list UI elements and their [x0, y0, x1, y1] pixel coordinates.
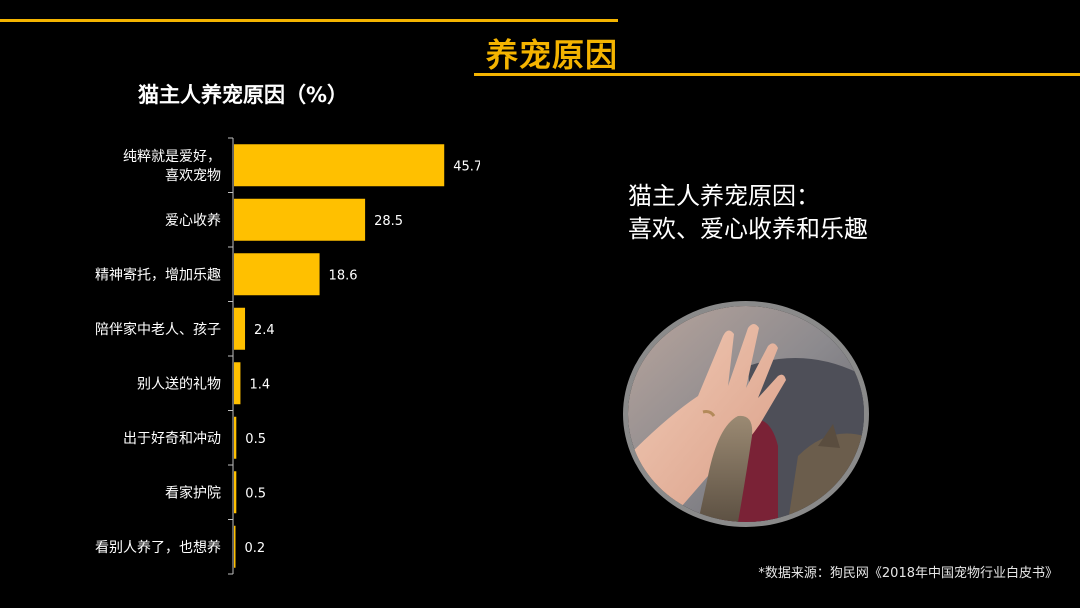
bar: [234, 198, 366, 241]
photo-illustration: [628, 306, 864, 522]
summary-line-1: 猫主人养宠原因：: [628, 182, 820, 210]
bar: [234, 362, 241, 405]
bar: [234, 307, 246, 350]
cat-hand-high-five-photo: [623, 301, 869, 527]
data-label: 0.5: [245, 432, 266, 447]
data-label: 18.6: [329, 268, 358, 283]
bar: [234, 416, 237, 459]
title-underline: [474, 73, 1080, 76]
category-label: 看家护院: [165, 484, 221, 501]
bar: [234, 144, 445, 187]
bar-chart: 45.7 纯粹就是爱好， 喜欢宠物 28.5 爱心收养 18.6 精神寄托，增加乐趣 2.4 陪…: [95, 137, 480, 575]
data-label: 0.2: [245, 541, 266, 556]
category-label: 纯粹就是爱好，: [123, 149, 221, 165]
data-source-note: *数据来源：狗民网《2018年中国宠物行业白皮书》: [758, 566, 1058, 581]
data-label: 45.7: [453, 159, 480, 174]
summary-text: 猫主人养宠原因： 喜欢、爱心收养和乐趣: [628, 180, 868, 246]
category-label: 别人送的礼物: [137, 376, 221, 392]
data-label: 0.5: [245, 486, 266, 501]
category-label: 爱心收养: [165, 213, 221, 229]
data-label: 2.4: [254, 323, 275, 338]
bar: [234, 471, 237, 514]
data-label: 1.4: [249, 377, 270, 392]
category-label: 陪伴家中老人、孩子: [95, 321, 221, 338]
category-label: 看别人养了，也想养: [95, 540, 221, 556]
summary-line-2: 喜欢、爱心收养和乐趣: [628, 215, 868, 243]
top-accent-line: [0, 19, 618, 22]
data-label: 28.5: [374, 214, 403, 229]
category-label: 喜欢宠物: [165, 168, 221, 184]
page-title: 养宠原因: [485, 36, 618, 74]
bar: [234, 253, 320, 296]
category-label: 出于好奇和冲动: [123, 430, 221, 447]
category-label: 精神寄托，增加乐趣: [95, 266, 221, 283]
chart-title: 猫主人养宠原因（%）: [138, 83, 349, 107]
bar: [234, 525, 236, 568]
